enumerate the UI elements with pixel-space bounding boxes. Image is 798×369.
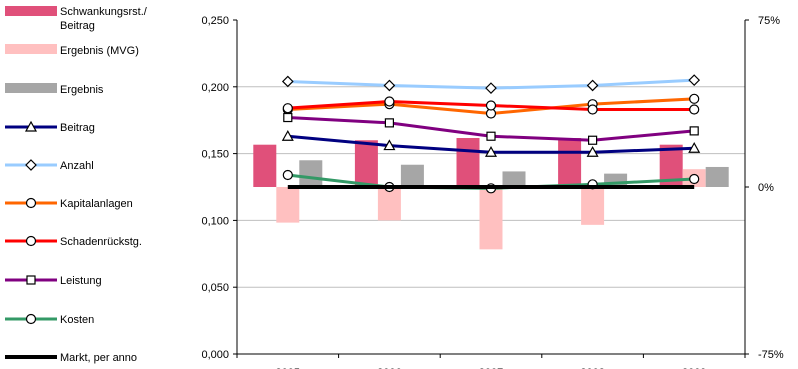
bar: [377, 187, 401, 221]
y2-tick-label: 75%: [758, 15, 780, 27]
data-point: [688, 142, 701, 153]
x-tick-label: 2008: [580, 367, 604, 369]
legend-label: Anzahl: [60, 160, 94, 172]
data-point: [587, 104, 598, 115]
bar: [479, 187, 503, 250]
y-tick-label: 0,050: [201, 282, 229, 294]
data-point: [484, 146, 498, 157]
data-point: [282, 103, 293, 114]
y2-tick-label: 0%: [758, 182, 774, 194]
legend-marker: [25, 313, 37, 325]
data-point: [485, 82, 497, 94]
bar: [276, 187, 300, 223]
bar: [581, 187, 605, 225]
bar: [354, 140, 378, 187]
legend-label: Kapitalanlagen: [60, 198, 133, 210]
data-point: [586, 146, 599, 157]
data-point: [485, 100, 497, 111]
data-point: [283, 112, 293, 123]
x-tick-label: 2005: [276, 367, 300, 369]
bar: [502, 171, 526, 187]
data-point: [383, 79, 396, 92]
y-tick-label: 0,200: [201, 82, 229, 94]
x-tick-label: 2009: [682, 367, 706, 369]
legend-marker: [25, 235, 37, 247]
legend-label: Leistung: [60, 275, 102, 287]
y2-tick-label: -75%: [758, 349, 784, 361]
legend-label: Ergebnis: [60, 84, 104, 96]
data-point: [282, 169, 293, 181]
x-tick-label: 2006: [377, 367, 401, 369]
data-point: [587, 135, 598, 145]
bar: [659, 144, 683, 187]
legend-swatch: [5, 6, 57, 16]
legend-label: Kosten: [60, 314, 94, 326]
data-point: [384, 96, 395, 107]
legend-marker: [24, 120, 38, 132]
bar: [299, 160, 323, 187]
legend-label: Beitrag: [60, 122, 95, 134]
y-tick-label: 0,100: [201, 215, 229, 227]
bar: [253, 144, 277, 187]
x-tick-label: 2007: [479, 367, 503, 369]
legend-label: Ergebnis (MVG): [60, 45, 139, 57]
legend-label: Markt, per anno: [60, 352, 137, 364]
data-point: [689, 173, 700, 185]
legend-label: Schadenrückstg.: [60, 236, 142, 248]
data-point: [688, 74, 701, 86]
legend-swatch: [5, 83, 57, 93]
bar: [705, 166, 729, 187]
legend-swatch: [5, 44, 57, 54]
data-point: [281, 129, 294, 141]
data-point: [689, 126, 699, 136]
legend-marker: [26, 275, 36, 285]
y-tick-label: 0,000: [201, 349, 229, 361]
data-point: [689, 104, 700, 115]
y-tick-label: 0,150: [201, 149, 229, 161]
data-point: [384, 118, 394, 128]
data-point: [486, 131, 496, 141]
legend-label: Schwankungsrst./Beitrag: [60, 6, 148, 32]
y-tick-label: 0,250: [201, 15, 229, 27]
bar: [456, 138, 480, 187]
data-point: [586, 79, 599, 92]
legend-marker: [25, 197, 37, 209]
data-point: [383, 139, 396, 151]
bar: [558, 138, 582, 187]
bar: [400, 164, 424, 187]
data-point: [689, 93, 700, 104]
data-point: [281, 75, 294, 88]
legend-marker: [25, 159, 37, 171]
